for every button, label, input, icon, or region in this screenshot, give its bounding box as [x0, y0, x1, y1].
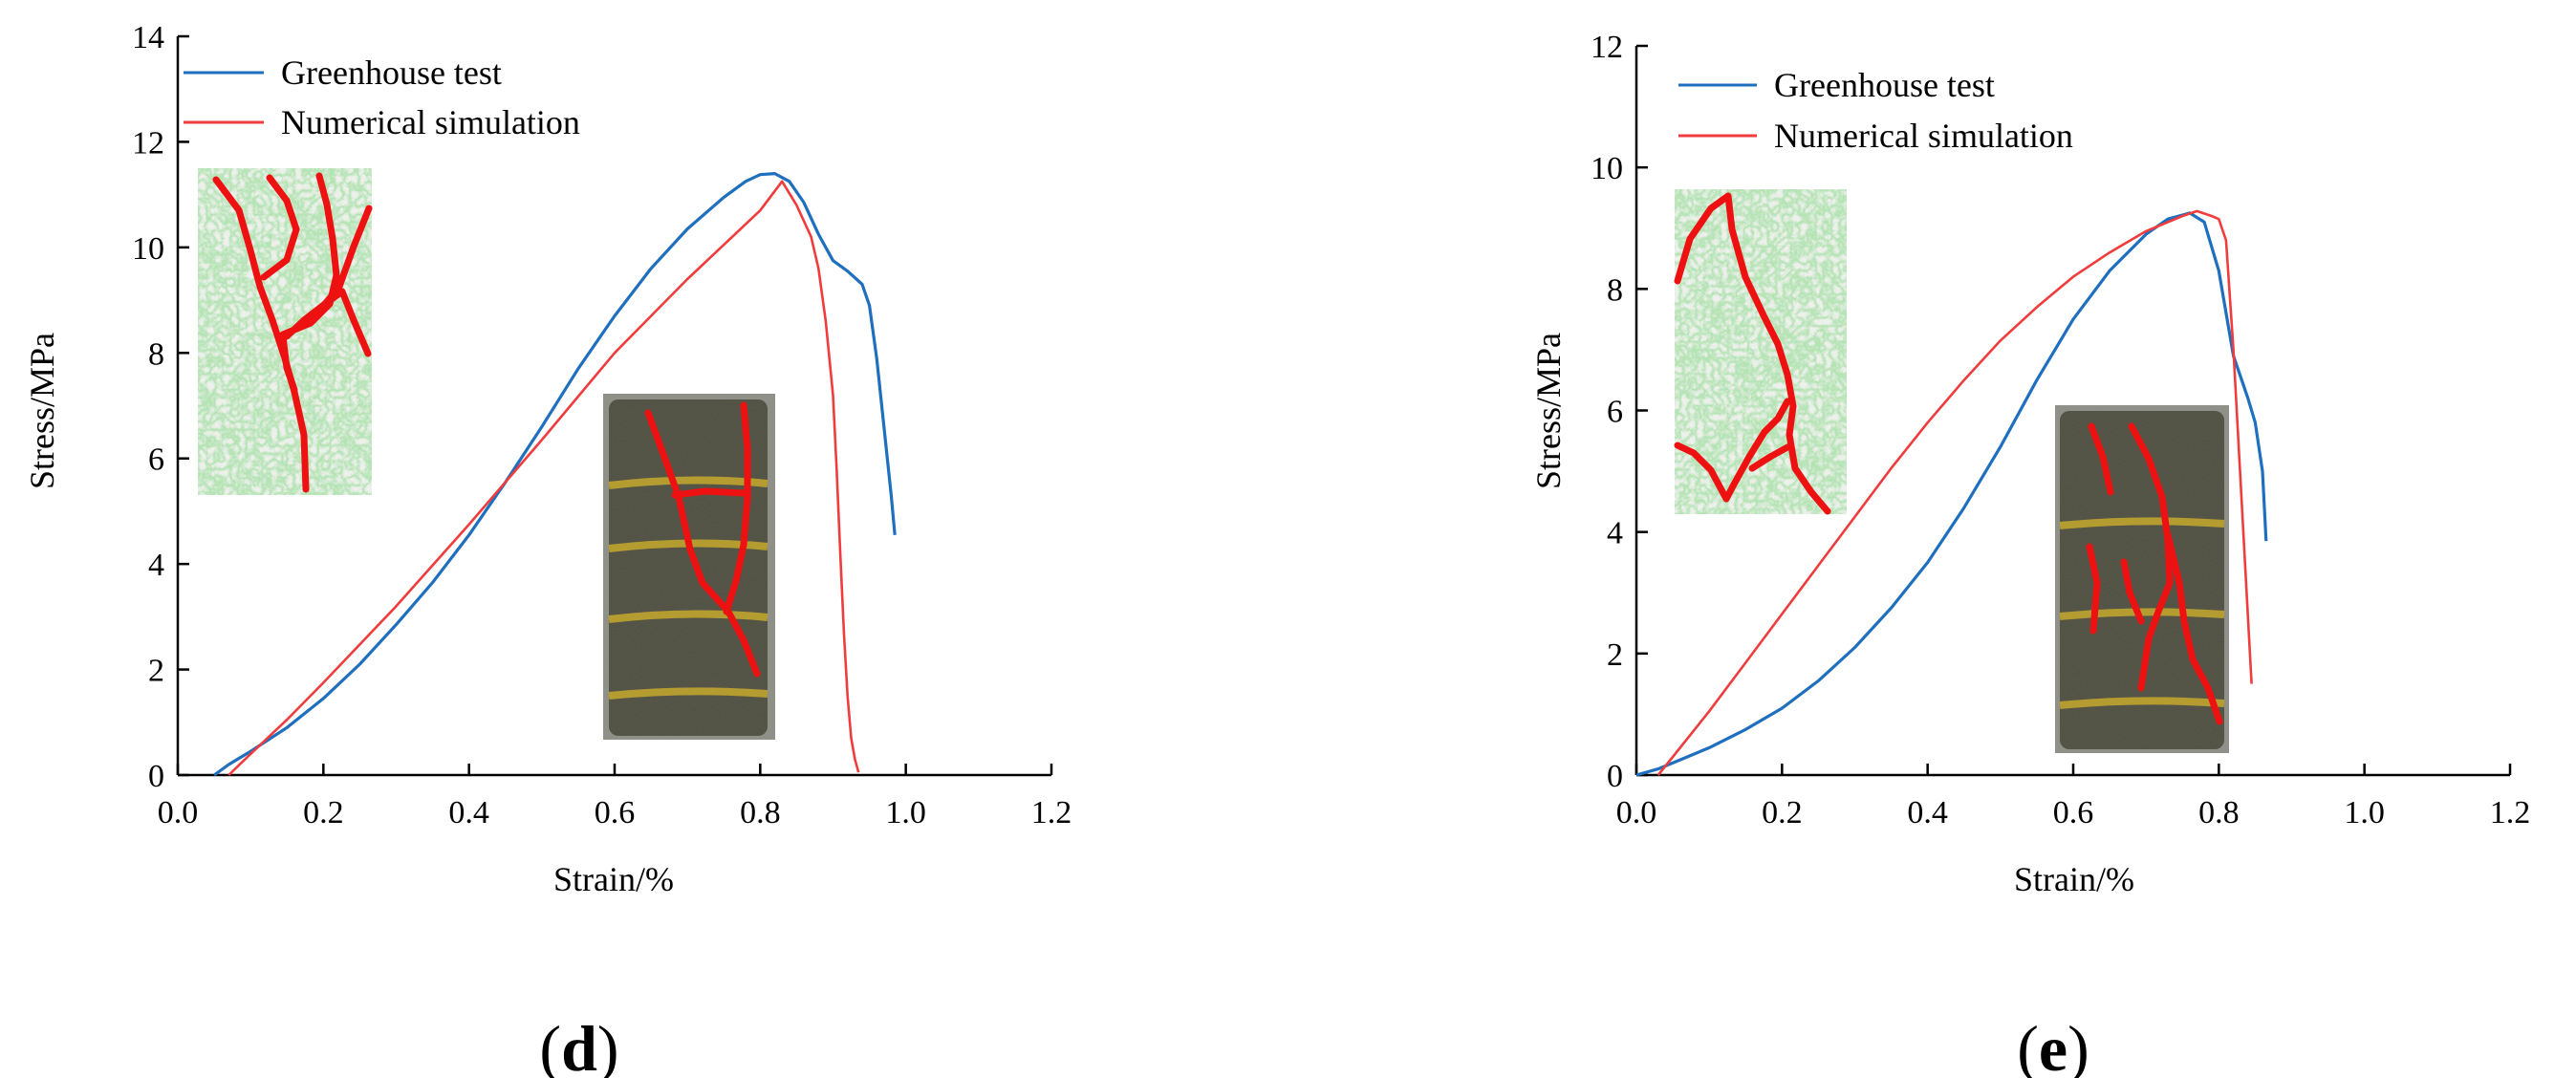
y-tick-label: 6 — [148, 442, 164, 478]
crack-line — [1674, 192, 1831, 515]
specimen-texture — [609, 399, 768, 736]
specimen-texture — [2060, 411, 2224, 749]
x-ticks: 0.0 0.2 0.4 0.6 0.8 1.0 1.2 — [1616, 764, 2531, 830]
y-tick-label: 4 — [1607, 516, 1623, 551]
crack-line — [1674, 398, 1791, 503]
specimen-crack-lines — [644, 401, 761, 678]
y-tick-label: 12 — [1591, 30, 1623, 65]
y-tick-label: 4 — [148, 548, 164, 583]
legend-label-simulation: Numerical simulation — [281, 103, 580, 141]
band — [608, 687, 768, 700]
simulation-crack-inset — [198, 168, 373, 495]
specimen-photo-inset — [603, 394, 775, 740]
crack-line — [283, 288, 372, 357]
y-axis-label: Stress/MPa — [23, 333, 61, 489]
numerical-simulation-line — [227, 180, 860, 776]
x-tick-label: 0.4 — [448, 795, 489, 830]
band — [2059, 517, 2225, 529]
x-tick-label: 0.2 — [1762, 795, 1803, 830]
panel-label-e: (e) — [2017, 1012, 2089, 1078]
crack-line — [2164, 531, 2223, 725]
x-tick-label: 0.0 — [158, 795, 199, 830]
series-group — [1635, 209, 2268, 777]
legend: Greenhouse test Numerical simulation — [1678, 66, 2073, 155]
specimen-crack-lines — [2086, 422, 2223, 725]
y-tick-label: 6 — [1607, 395, 1623, 430]
panel-letter: d — [561, 1012, 597, 1078]
x-tick-label: 1.0 — [2344, 795, 2385, 830]
y-tick-label: 8 — [1607, 272, 1623, 308]
crack-line — [279, 333, 298, 394]
y-tick-label: 10 — [132, 231, 164, 267]
crack-line — [212, 176, 310, 493]
crack-line — [2086, 543, 2101, 635]
panel-letter: e — [2039, 1012, 2067, 1078]
simulation-crack-lines — [212, 172, 373, 493]
band — [2059, 697, 2225, 709]
legend: Greenhouse test Numerical simulation — [184, 54, 580, 141]
crack-line — [260, 174, 300, 281]
crack-line — [279, 172, 340, 338]
x-tick-label: 1.0 — [885, 795, 926, 830]
chart-panel-d: 0 2 4 6 8 10 12 14 0.0 0.2 0.4 0.6 0.8 1.0 1.2 — [23, 20, 1072, 1078]
band — [608, 610, 768, 623]
simulation-crack-inset — [1674, 189, 1847, 515]
crack-line — [644, 409, 761, 678]
panel-label-d: (d) — [539, 1012, 618, 1078]
series-group — [213, 172, 897, 777]
panel-paren: ( — [2017, 1012, 2039, 1078]
x-tick-label: 1.2 — [1031, 795, 1072, 830]
chart-panel-e: 0 2 4 6 8 10 12 0.0 0.2 0.4 0.6 0.8 1.0 1.2 — [1529, 30, 2530, 1078]
y-tick-label: 14 — [132, 20, 164, 55]
y-ticks: 0 2 4 6 8 10 12 14 — [132, 20, 189, 794]
x-tick-label: 0.4 — [1907, 795, 1948, 830]
x-tick-label: 0.8 — [2198, 795, 2240, 830]
x-tick-label: 0.8 — [740, 795, 781, 830]
y-tick-label: 12 — [132, 125, 164, 161]
crack-line — [723, 401, 751, 615]
x-tick-label: 0.6 — [2053, 795, 2094, 830]
y-tick-label: 2 — [148, 654, 164, 689]
panel-paren: ) — [597, 1012, 619, 1078]
numerical-simulation-line — [1656, 209, 2253, 776]
crack-line — [1748, 443, 1791, 472]
x-ticks: 0.0 0.2 0.4 0.6 0.8 1.0 1.2 — [158, 764, 1072, 830]
crack-line — [2088, 422, 2114, 496]
y-ticks: 0 2 4 6 8 10 12 — [1591, 30, 1648, 794]
x-tick-label: 0.6 — [595, 795, 636, 830]
legend-label-greenhouse: Greenhouse test — [1774, 66, 1995, 104]
x-axis-label: Strain/% — [2014, 860, 2134, 898]
band — [2059, 608, 2225, 620]
x-tick-label: 0.0 — [1616, 795, 1657, 830]
y-tick-label: 0 — [148, 759, 164, 794]
y-tick-label: 10 — [1591, 151, 1623, 186]
simulation-crack-lines — [1674, 192, 1831, 515]
y-tick-label: 0 — [1607, 759, 1623, 794]
y-tick-label: 2 — [1607, 637, 1623, 673]
crack-line — [2120, 558, 2145, 625]
panel-paren: ) — [2067, 1012, 2089, 1078]
x-axis-label: Strain/% — [553, 860, 674, 898]
x-tick-label: 1.2 — [2490, 795, 2531, 830]
legend-label-greenhouse: Greenhouse test — [281, 54, 502, 92]
greenhouse-test-line — [213, 172, 897, 777]
y-axis-label: Stress/MPa — [1529, 333, 1568, 489]
crack-line — [2128, 422, 2174, 692]
specimen-photo-inset — [2055, 405, 2229, 753]
panel-paren: ( — [539, 1012, 561, 1078]
crack-line — [671, 487, 747, 499]
specimen-bands — [2059, 517, 2225, 709]
x-tick-label: 0.2 — [303, 795, 344, 830]
legend-label-simulation: Numerical simulation — [1774, 117, 2073, 155]
y-tick-label: 8 — [148, 336, 164, 372]
